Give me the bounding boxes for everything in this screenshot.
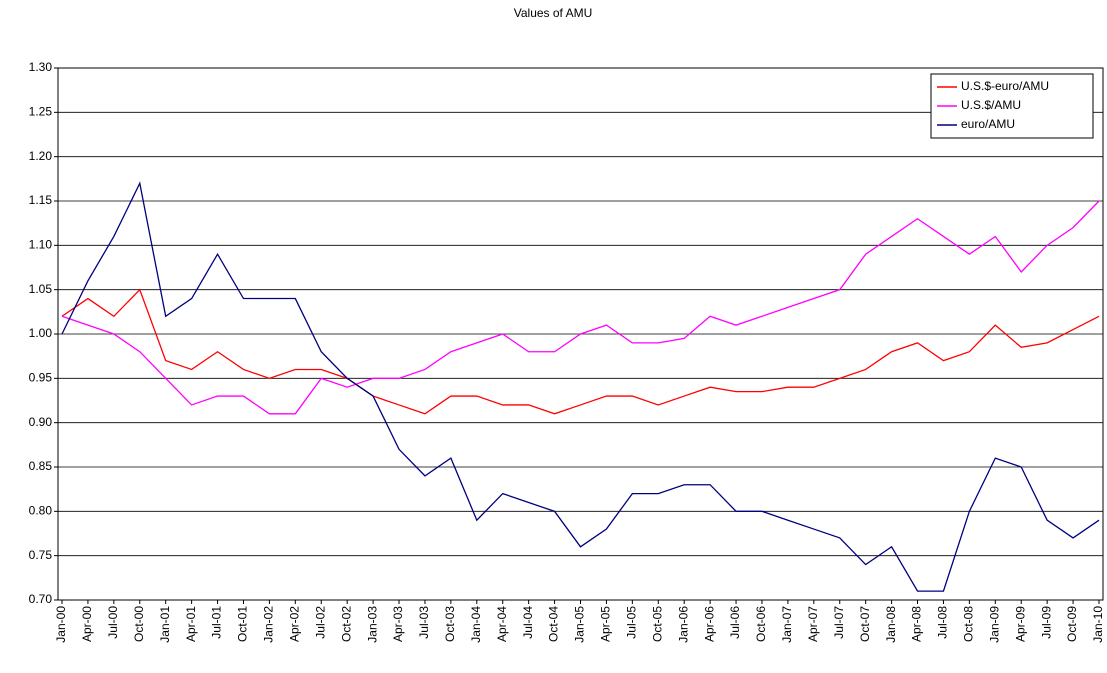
x-tick-label: Apr-06 — [702, 606, 716, 642]
x-tick-label: Apr-03 — [391, 606, 405, 642]
x-tick-label: Jul-04 — [521, 606, 535, 639]
y-tick-label: 1.05 — [29, 282, 53, 296]
x-tick-label: Apr-02 — [287, 606, 301, 642]
x-tick-label: Apr-00 — [80, 606, 94, 642]
x-tick-label: Jul-07 — [832, 606, 846, 639]
x-tick-label: Apr-09 — [1013, 606, 1027, 642]
x-tick-label: Oct-05 — [650, 606, 664, 642]
legend-label: U.S.$/AMU — [961, 98, 1021, 112]
x-tick-label: Jan-00 — [54, 606, 68, 643]
y-tick-label: 0.95 — [29, 371, 53, 385]
x-tick-label: Apr-05 — [599, 606, 613, 642]
y-tick-label: 1.30 — [29, 60, 53, 74]
series-line — [61, 200, 1100, 415]
y-tick-label: 1.00 — [29, 326, 53, 340]
x-tick-label: Jan-01 — [158, 606, 172, 643]
x-tick-label: Jul-03 — [417, 606, 431, 639]
series-line — [61, 288, 1100, 415]
x-tick-label: Jan-09 — [987, 606, 1001, 643]
y-tick-label: 0.80 — [29, 504, 53, 518]
x-tick-label: Oct-02 — [339, 606, 353, 642]
y-tick-label: 0.90 — [29, 415, 53, 429]
legend-label: U.S.$-euro/AMU — [961, 79, 1049, 93]
y-tick-label: 1.25 — [29, 105, 53, 119]
x-tick-label: Oct-08 — [962, 606, 976, 642]
x-tick-label: Jan-03 — [365, 606, 379, 643]
y-tick-label: 0.75 — [29, 548, 53, 562]
x-tick-label: Jan-08 — [884, 606, 898, 643]
x-tick-label: Jan-02 — [262, 606, 276, 643]
x-tick-label: Jul-02 — [313, 606, 327, 639]
x-tick-label: Oct-00 — [132, 606, 146, 642]
y-tick-label: 0.70 — [29, 592, 53, 606]
x-tick-label: Jan-04 — [469, 606, 483, 643]
y-tick-label: 1.15 — [29, 193, 53, 207]
y-tick-label: 0.85 — [29, 459, 53, 473]
x-tick-label: Jul-08 — [936, 606, 950, 639]
y-tick-label: 1.20 — [29, 149, 53, 163]
x-tick-label: Jan-07 — [780, 606, 794, 643]
legend-label: euro/AMU — [961, 117, 1015, 131]
x-tick-label: Apr-08 — [910, 606, 924, 642]
x-tick-label: Apr-07 — [806, 606, 820, 642]
x-tick-label: Jul-05 — [625, 606, 639, 639]
x-tick-label: Oct-06 — [754, 606, 768, 642]
x-tick-label: Jul-01 — [210, 606, 224, 639]
x-tick-label: Jan-10 — [1091, 606, 1105, 643]
x-tick-label: Oct-09 — [1065, 606, 1079, 642]
x-tick-label: Jul-00 — [106, 606, 120, 639]
chart-title: Values of AMU — [514, 6, 592, 20]
legend-box — [930, 73, 1094, 139]
y-tick-label: 1.10 — [29, 238, 53, 252]
x-tick-label: Jul-06 — [728, 606, 742, 639]
x-tick-label: Apr-04 — [495, 606, 509, 642]
x-tick-label: Jan-06 — [676, 606, 690, 643]
x-tick-label: Jan-05 — [573, 606, 587, 643]
x-tick-label: Apr-01 — [184, 606, 198, 642]
x-tick-label: Jul-09 — [1039, 606, 1053, 639]
x-tick-label: Oct-03 — [443, 606, 457, 642]
x-tick-label: Oct-01 — [236, 606, 250, 642]
series-line — [61, 181, 1100, 592]
x-tick-label: Oct-04 — [547, 606, 561, 642]
x-tick-label: Oct-07 — [858, 606, 872, 642]
